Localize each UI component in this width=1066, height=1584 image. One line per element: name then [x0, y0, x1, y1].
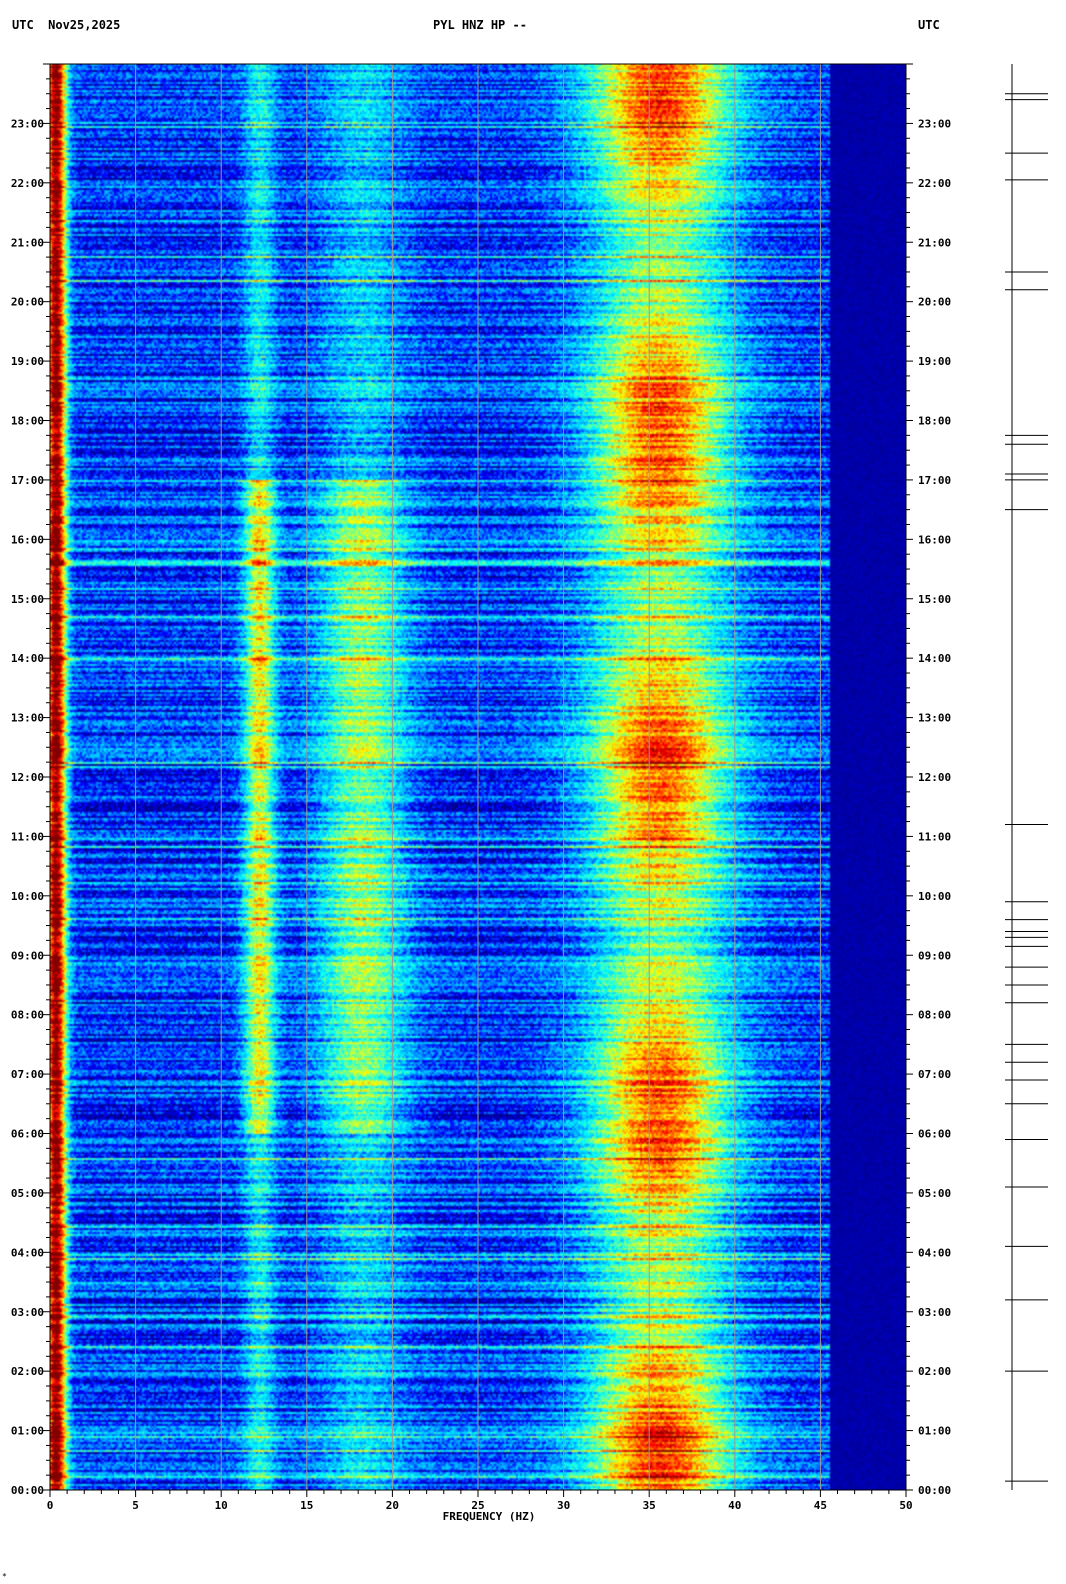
y-tick-label: 02:00: [918, 1365, 951, 1378]
y-tick-label: 10:00: [11, 890, 44, 903]
corner-mark: *: [2, 1572, 7, 1581]
x-tick-label: 35: [643, 1499, 656, 1512]
y-tick-label: 02:00: [11, 1365, 44, 1378]
x-tick-label: 30: [557, 1499, 570, 1512]
y-tick-label: 11:00: [918, 830, 951, 843]
y-tick-label: 19:00: [11, 355, 44, 368]
y-tick-label: 19:00: [918, 355, 951, 368]
y-tick-label: 01:00: [11, 1425, 44, 1438]
y-tick-label: 14:00: [11, 652, 44, 665]
y-tick-label: 13:00: [11, 712, 44, 725]
y-tick-label: 22:00: [918, 177, 951, 190]
y-tick-label: 05:00: [11, 1187, 44, 1200]
y-tick-label: 20:00: [11, 296, 44, 309]
y-tick-label: 17:00: [11, 474, 44, 487]
y-tick-label: 12:00: [918, 771, 951, 784]
y-tick-label: 23:00: [918, 117, 951, 130]
y-tick-label: 09:00: [918, 949, 951, 962]
y-tick-label: 07:00: [918, 1068, 951, 1081]
y-tick-label: 10:00: [918, 890, 951, 903]
chart-title: PYL HNZ HP --: [433, 18, 527, 32]
y-tick-label: 01:00: [918, 1425, 951, 1438]
y-tick-label: 00:00: [11, 1484, 44, 1497]
header-date: UTC Nov25,2025: [12, 18, 121, 32]
y-tick-label: 21:00: [11, 236, 44, 249]
header-timezone: UTC: [918, 18, 940, 32]
x-tick-label: 40: [728, 1499, 741, 1512]
y-tick-label: 12:00: [11, 771, 44, 784]
y-tick-label: 21:00: [918, 236, 951, 249]
y-tick-label: 23:00: [11, 117, 44, 130]
y-tick-label: 08:00: [11, 1009, 44, 1022]
y-tick-label: 06:00: [11, 1128, 44, 1141]
y-tick-label: 07:00: [11, 1068, 44, 1081]
x-tick-label: 50: [899, 1499, 912, 1512]
y-tick-label: 17:00: [918, 474, 951, 487]
x-tick-label: 5: [132, 1499, 139, 1512]
x-tick-label: 0: [47, 1499, 54, 1512]
y-tick-label: 03:00: [918, 1306, 951, 1319]
y-tick-label: 15:00: [918, 593, 951, 606]
y-tick-label: 09:00: [11, 949, 44, 962]
x-tick-label: 20: [386, 1499, 399, 1512]
y-tick-label: 13:00: [918, 712, 951, 725]
y-tick-label: 11:00: [11, 830, 44, 843]
y-tick-label: 04:00: [11, 1246, 44, 1259]
y-tick-label: 14:00: [918, 652, 951, 665]
x-tick-label: 15: [300, 1499, 313, 1512]
y-tick-label: 15:00: [11, 593, 44, 606]
y-axis-right: 00:00 01:00 02:00 03:00 04:00 05:00 06:00 07:00…: [906, 63, 951, 1497]
y-tick-label: 22:00: [11, 177, 44, 190]
x-tick-label: 45: [814, 1499, 827, 1512]
y-tick-label: 05:00: [918, 1187, 951, 1200]
y-tick-label: 06:00: [918, 1128, 951, 1141]
y-tick-label: 20:00: [918, 296, 951, 309]
y-tick-label: 00:00: [918, 1484, 951, 1497]
y-tick-label: 18:00: [918, 415, 951, 428]
y-tick-label: 18:00: [11, 415, 44, 428]
event-trace: [1005, 64, 1048, 1490]
grid-layer: [135, 64, 821, 1490]
y-tick-label: 04:00: [918, 1246, 951, 1259]
x-tick-label: 10: [215, 1499, 228, 1512]
x-tick-label: 25: [471, 1499, 484, 1512]
y-tick-label: 16:00: [11, 533, 44, 546]
y-tick-label: 08:00: [918, 1009, 951, 1022]
x-axis-label: FREQUENCY (HZ): [443, 1510, 536, 1523]
y-tick-label: 16:00: [918, 533, 951, 546]
x-axis: 0 5 10 15 20 25 30 35 40 45 50: [47, 1490, 913, 1512]
y-tick-label: 03:00: [11, 1306, 44, 1319]
y-axis-left: 00:00 01:00 02:00 03:00 04:00 05:00 06:00 07:00…: [11, 63, 50, 1497]
